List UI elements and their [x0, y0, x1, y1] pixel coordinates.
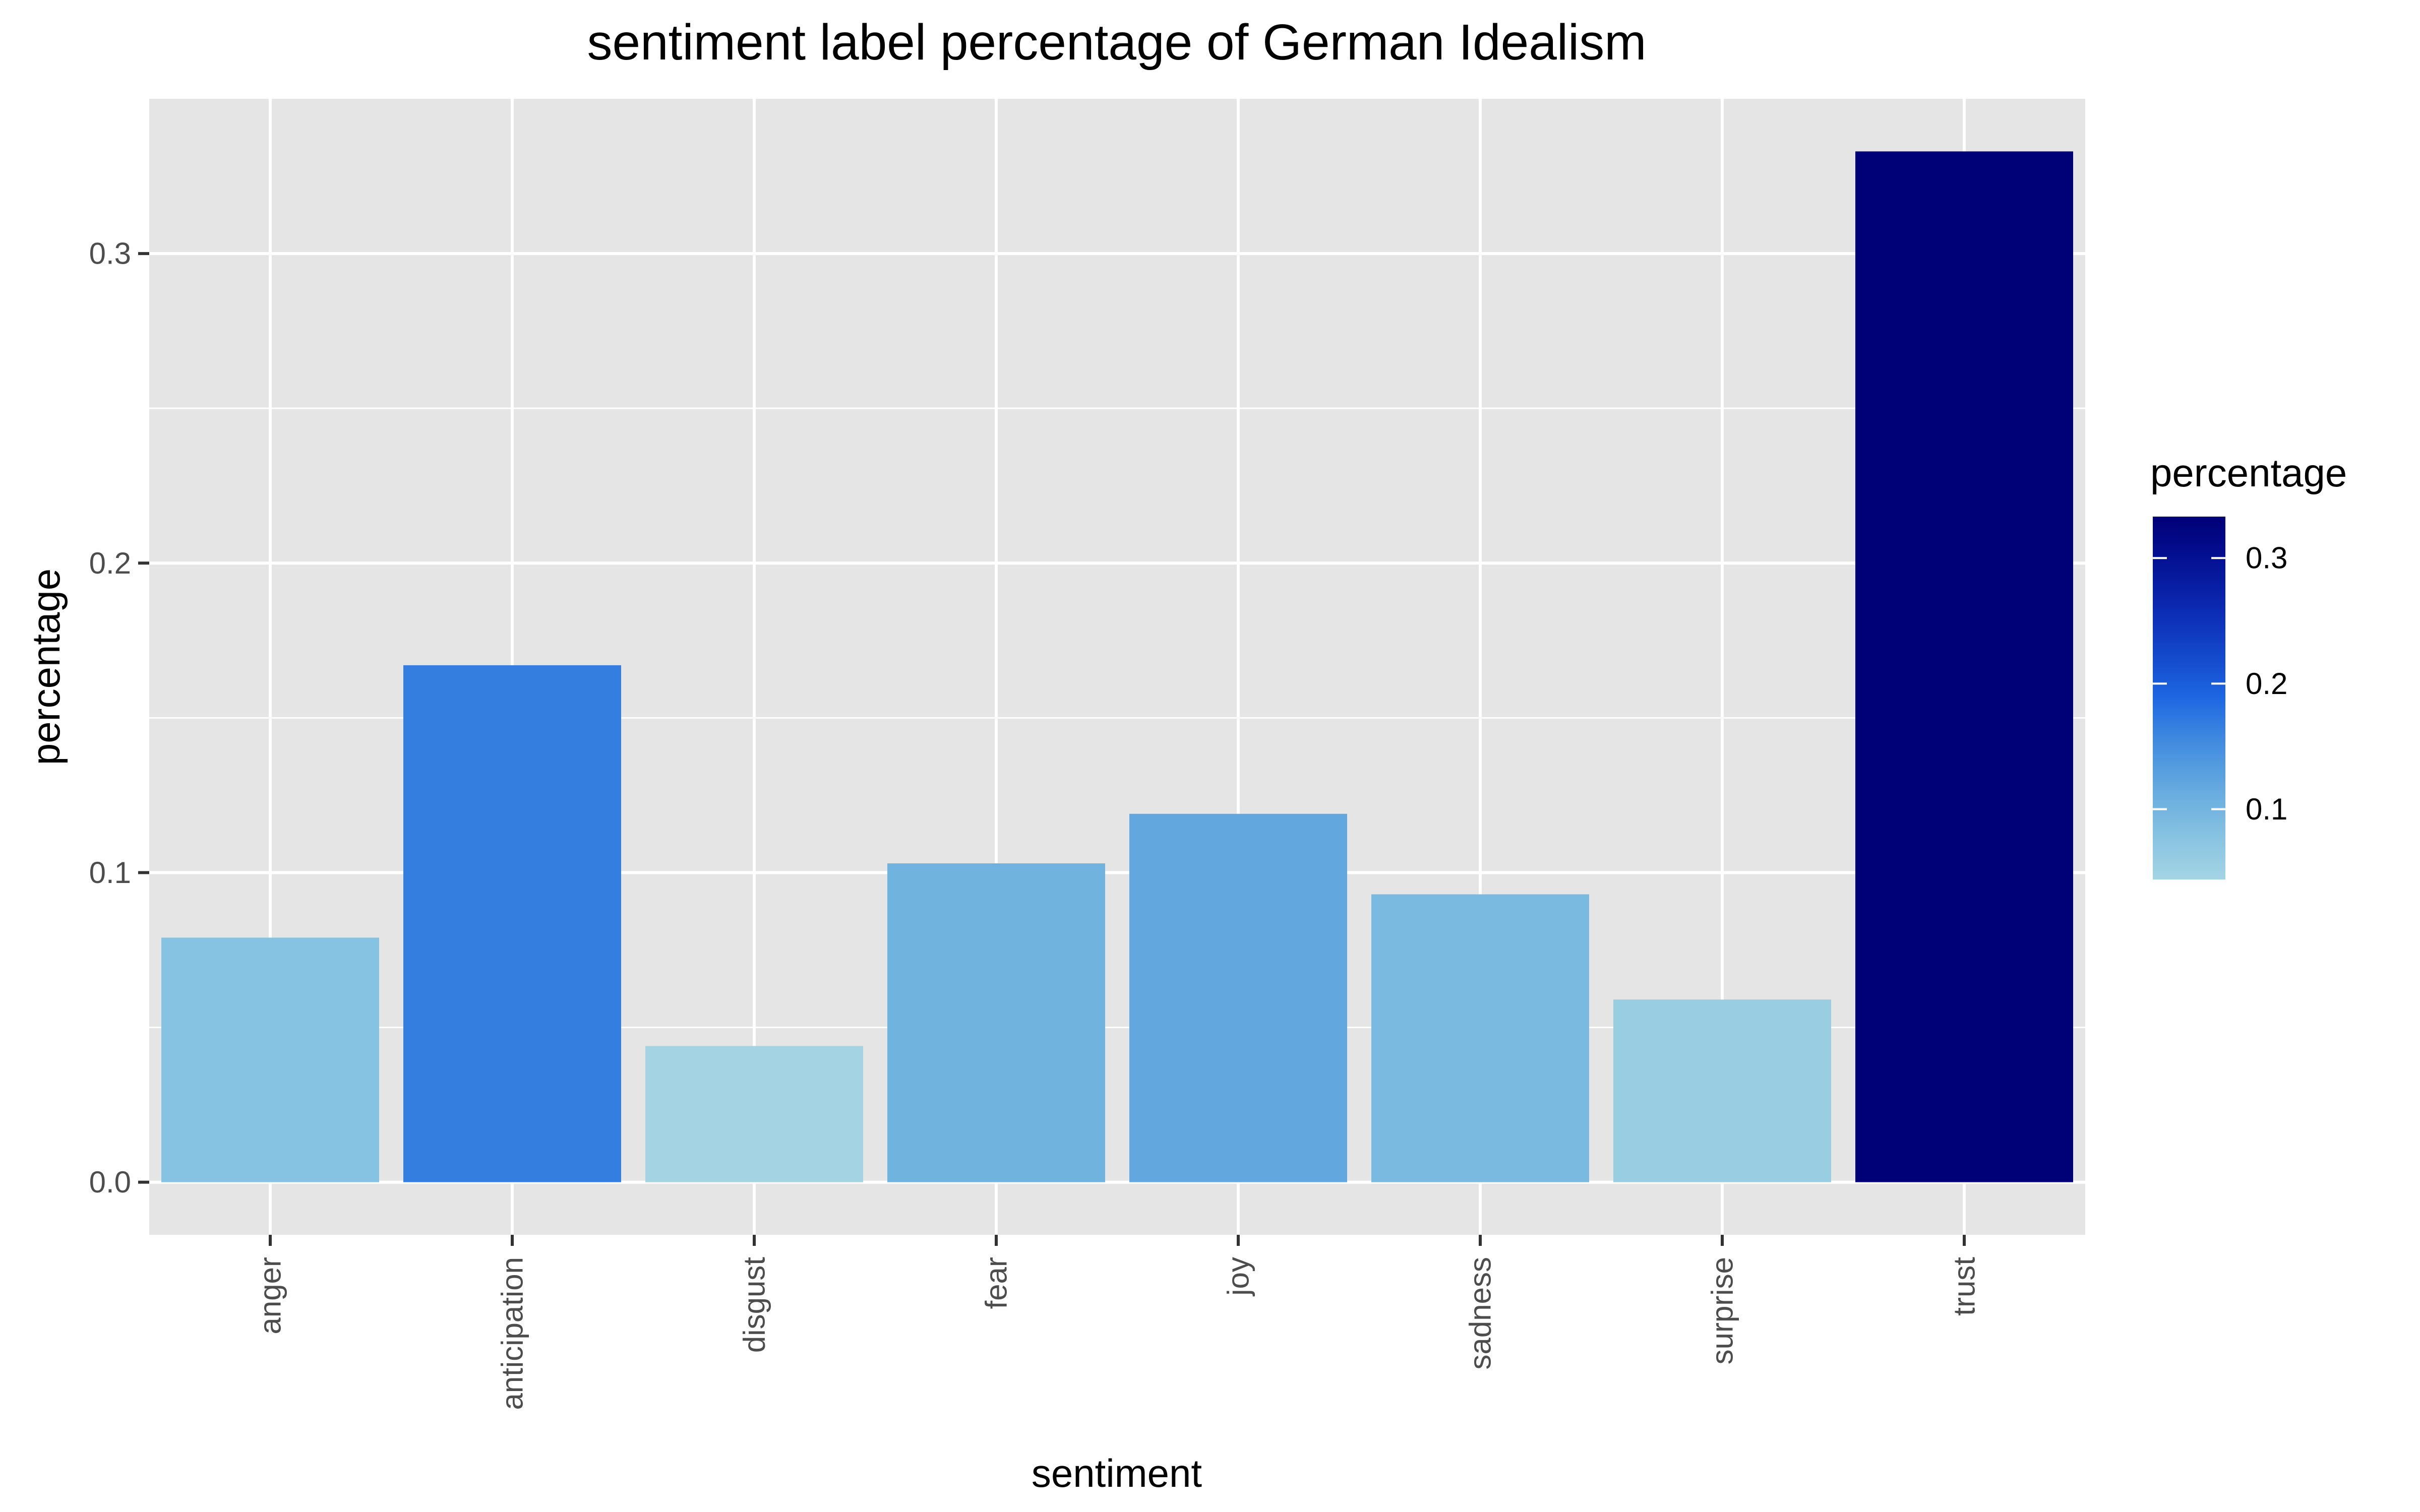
legend: percentage 0.1 0.2 0.3	[2150, 451, 2347, 879]
bar-surprise	[1613, 999, 1831, 1182]
y-tick-label: 0.3	[89, 237, 131, 271]
bars	[161, 151, 2073, 1182]
chart-title: sentiment label percentage of German Ide…	[587, 14, 1646, 71]
x-tick-label: anticipation	[496, 1257, 529, 1410]
bar-anticipation	[403, 665, 621, 1182]
x-tick-label: joy	[1222, 1257, 1255, 1297]
bar-trust	[1855, 151, 2073, 1182]
bar-sadness	[1371, 894, 1589, 1182]
x-tick-label: trust	[1948, 1257, 1981, 1316]
x-tick-label: anger	[254, 1257, 287, 1334]
x-tick-label: sadness	[1464, 1257, 1497, 1369]
bar-disgust	[645, 1046, 863, 1182]
legend-tick-label: 0.1	[2246, 792, 2287, 826]
legend-title: percentage	[2150, 451, 2347, 495]
legend-tick-label: 0.2	[2246, 667, 2287, 701]
legend-colorbar	[2153, 517, 2225, 879]
legend-ticks: 0.1 0.2 0.3	[2153, 541, 2287, 826]
y-tick-label: 0.0	[89, 1165, 131, 1199]
x-axis: anger anticipation disgust fear joy sadness su…	[254, 1235, 1981, 1410]
y-axis-title: percentage	[24, 569, 68, 765]
bar-fear	[887, 863, 1105, 1182]
x-tick-label: fear	[980, 1257, 1013, 1309]
x-axis-title: sentiment	[1032, 1451, 1202, 1495]
bar-anger	[161, 937, 379, 1182]
x-tick-label: surprise	[1706, 1257, 1739, 1364]
bar-joy	[1129, 813, 1347, 1182]
y-tick-label: 0.1	[89, 856, 131, 890]
x-tick-label: disgust	[738, 1257, 771, 1353]
legend-tick-label: 0.3	[2246, 541, 2287, 575]
y-tick-label: 0.2	[89, 546, 131, 580]
y-axis: 0.0 0.1 0.2 0.3	[89, 237, 149, 1199]
